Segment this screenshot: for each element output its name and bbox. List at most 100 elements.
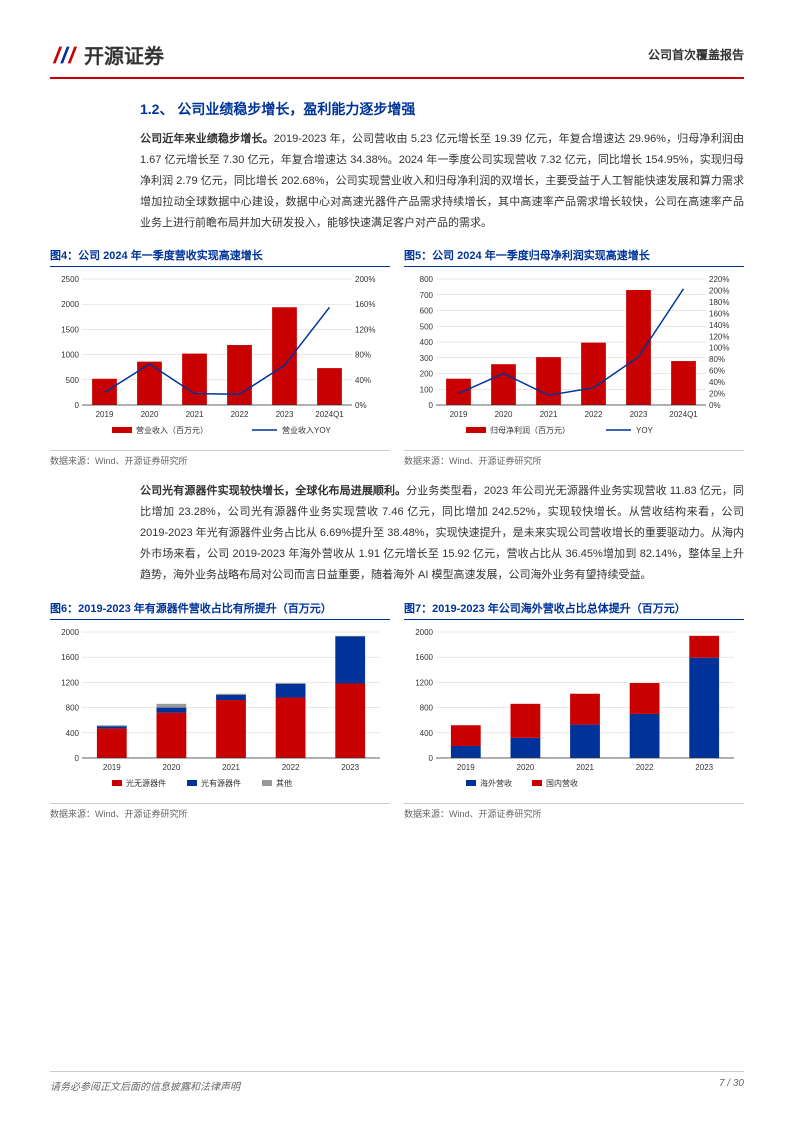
svg-text:光无源器件: 光无源器件 [126,778,166,788]
svg-text:400: 400 [420,729,434,738]
chart-6-title: 图6：2019-2023 年有源器件营收占比有所提升（百万元） [50,600,390,620]
chart-4: 图4：公司 2024 年一季度营收实现高速增长 0500100015002000… [50,247,390,467]
chart-4-source: 数据来源：Wind、开源证券研究所 [50,450,390,467]
svg-text:400: 400 [66,729,80,738]
svg-text:60%: 60% [709,367,725,376]
svg-text:2500: 2500 [61,275,79,284]
svg-text:2023: 2023 [695,763,713,772]
para-2: 公司光有源器件实现较快增长，全球化布局进展顺利。分业务类型看，2023 年公司光… [140,481,744,585]
svg-text:200: 200 [420,370,434,379]
svg-text:1000: 1000 [61,351,79,360]
svg-text:2022: 2022 [231,410,249,419]
svg-text:2022: 2022 [282,763,300,772]
svg-text:2021: 2021 [576,763,594,772]
svg-text:200%: 200% [355,275,375,284]
svg-text:40%: 40% [355,376,371,385]
svg-text:海外营收: 海外营收 [480,778,512,788]
para-2-lead: 公司光有源器件实现较快增长，全球化布局进展顺利。 [140,485,406,497]
svg-text:220%: 220% [709,275,729,284]
chart-7: 图7：2019-2023 年公司海外营收占比总体提升（百万元） 0 400 800 1… [404,600,744,820]
svg-text:归母净利润（百万元）: 归母净利润（百万元） [490,425,570,435]
svg-text:2023: 2023 [276,410,294,419]
svg-text:2020: 2020 [495,410,513,419]
para-1-lead: 公司近年来业绩稳步增长。 [140,133,274,145]
svg-text:营业收入YOY: 营业收入YOY [282,425,332,435]
svg-text:营业收入（百万元）: 营业收入（百万元） [136,425,208,435]
para-2-body: 分业务类型看，2023 年公司光无源器件业务实现营收 11.83 亿元，同比增加… [140,485,744,581]
svg-text:160%: 160% [355,301,375,310]
svg-text:600: 600 [420,307,434,316]
svg-text:2024Q1: 2024Q1 [315,410,344,419]
svg-text:1200: 1200 [415,678,433,687]
svg-text:YOY: YOY [636,426,654,435]
logo-icon [50,41,78,69]
chart-4-svg: 050010001500200025000%40%80%120%160%200%… [50,273,390,443]
svg-text:光有源器件: 光有源器件 [201,778,241,788]
svg-text:2019: 2019 [96,410,114,419]
svg-text:2019: 2019 [457,763,475,772]
svg-text:1600: 1600 [415,653,433,662]
svg-text:300: 300 [420,354,434,363]
svg-text:2022: 2022 [636,763,654,772]
svg-text:1600: 1600 [61,653,79,662]
svg-text:0: 0 [75,754,80,763]
svg-text:120%: 120% [709,333,729,342]
svg-text:100%: 100% [709,344,729,353]
svg-text:40%: 40% [709,379,725,388]
chart-6-svg: 040080012001600200020192020202120222023光… [50,626,390,796]
para-1: 公司近年来业绩稳步增长。2019-2023 年，公司营收由 5.23 亿元增长至… [140,129,744,233]
svg-text:2019: 2019 [103,763,121,772]
svg-text:0: 0 [429,754,434,763]
svg-text:其他: 其他 [276,778,292,788]
svg-text:2020: 2020 [517,763,535,772]
chart-6-source: 数据来源：Wind、开源证券研究所 [50,803,390,820]
para-1-body: 2019-2023 年，公司营收由 5.23 亿元增长至 19.39 亿元，年复… [140,133,744,229]
svg-text:0: 0 [75,401,80,410]
svg-text:800: 800 [420,704,434,713]
svg-text:2000: 2000 [61,301,79,310]
logo: 开源证券 [50,40,164,69]
svg-text:160%: 160% [709,310,729,319]
svg-text:2020: 2020 [141,410,159,419]
chart-6: 图6：2019-2023 年有源器件营收占比有所提升（百万元） 0 400 800 1… [50,600,390,820]
svg-text:2019: 2019 [450,410,468,419]
svg-text:1500: 1500 [61,326,79,335]
svg-text:0%: 0% [709,401,721,410]
svg-text:800: 800 [66,704,80,713]
chart-5: 图5：公司 2024 年一季度归母净利润实现高速增长 0100200300400… [404,247,744,467]
header: 开源证券 公司首次覆盖报告 [50,40,744,79]
svg-text:2020: 2020 [163,763,181,772]
svg-text:140%: 140% [709,321,729,330]
chart-7-source: 数据来源：Wind、开源证券研究所 [404,803,744,820]
chart-5-svg: 01002003004005006007008000%20%40%60%80%1… [404,273,744,443]
svg-text:20%: 20% [709,390,725,399]
svg-text:0: 0 [429,401,434,410]
svg-text:0%: 0% [355,401,367,410]
svg-text:80%: 80% [709,356,725,365]
footer: 请务必参阅正文后面的信息披露和法律声明 7 / 30 [50,1071,744,1093]
disclaimer: 请务必参阅正文后面的信息披露和法律声明 [50,1078,240,1093]
svg-text:120%: 120% [355,326,375,335]
svg-text:2023: 2023 [630,410,648,419]
page-number: 7 / 30 [719,1078,744,1093]
svg-text:2021: 2021 [186,410,204,419]
svg-text:800: 800 [420,275,434,284]
svg-text:2024Q1: 2024Q1 [669,410,698,419]
svg-text:400: 400 [420,338,434,347]
section-title: 1.2、 公司业绩稳步增长，盈利能力逐步增强 [140,99,744,119]
svg-text:80%: 80% [355,351,371,360]
svg-text:700: 700 [420,291,434,300]
svg-text:180%: 180% [709,298,729,307]
svg-text:国内营收: 国内营收 [546,778,578,788]
chart-5-source: 数据来源：Wind、开源证券研究所 [404,450,744,467]
chart-7-title: 图7：2019-2023 年公司海外营收占比总体提升（百万元） [404,600,744,620]
svg-text:2022: 2022 [585,410,603,419]
svg-text:2000: 2000 [415,628,433,637]
report-type: 公司首次覆盖报告 [648,46,744,63]
svg-text:2000: 2000 [61,628,79,637]
svg-text:200%: 200% [709,287,729,296]
svg-text:100: 100 [420,386,434,395]
chart-4-title: 图4：公司 2024 年一季度营收实现高速增长 [50,247,390,267]
svg-text:2021: 2021 [540,410,558,419]
company-name: 开源证券 [84,40,164,69]
